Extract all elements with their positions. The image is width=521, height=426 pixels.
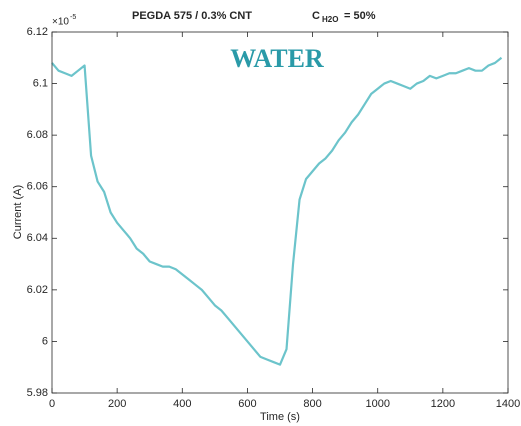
y-tick-label: 6.08 <box>27 129 48 141</box>
x-axis-label: Time (s) <box>260 411 300 423</box>
y-tick-label: 5.98 <box>27 387 48 399</box>
y-tick-label: 6.12 <box>27 26 48 38</box>
x-tick-label: 1400 <box>496 398 520 410</box>
x-tick-label: 800 <box>303 398 321 410</box>
title-rest: = 50% <box>344 10 376 22</box>
chart-title: PEGDA 575 / 0.3% CNT <box>132 10 252 22</box>
x-tick-label: 200 <box>108 398 126 410</box>
y-tick-label: 6.1 <box>33 77 48 89</box>
line <box>51 56 503 366</box>
y-axis-label: Current (A) <box>12 185 24 239</box>
y-multiplier-exp: -5 <box>70 14 76 21</box>
x-tick-label: 400 <box>173 398 191 410</box>
x-tick-label: 1000 <box>365 398 389 410</box>
y-tick-label: 6.04 <box>27 232 48 244</box>
title-c: C <box>312 10 320 22</box>
plot-frame <box>51 31 509 394</box>
y-tick-label: 6.06 <box>27 181 48 193</box>
y-multiplier: ×10 <box>52 17 69 28</box>
x-tick-label: 0 <box>49 398 55 410</box>
y-tick-label: 6.02 <box>27 284 48 296</box>
x-tick-label: 600 <box>238 398 256 410</box>
annotation: WATER <box>230 44 324 73</box>
y-tick-label: 6 <box>42 335 48 347</box>
title-sub: H2O <box>322 15 338 24</box>
x-tick-label: 1200 <box>431 398 455 410</box>
